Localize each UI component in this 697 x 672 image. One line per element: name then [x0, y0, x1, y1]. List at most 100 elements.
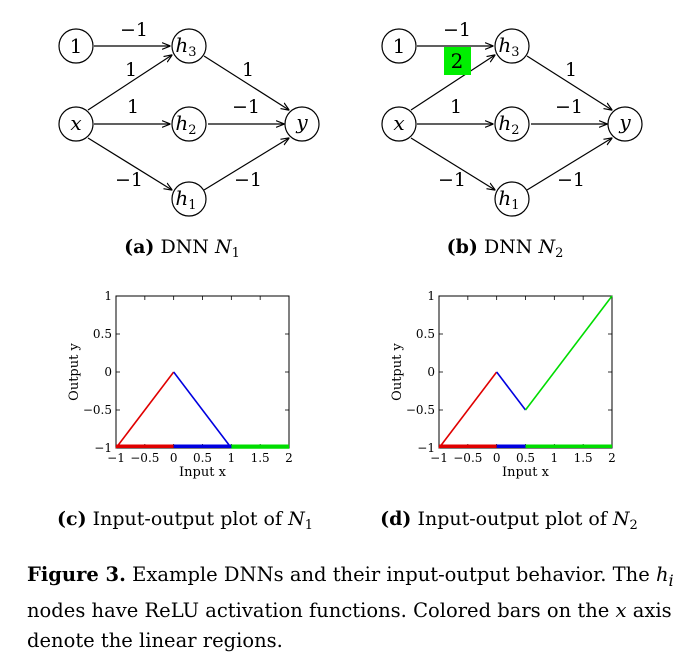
x-axis-label: Input x	[179, 465, 227, 480]
region-bar	[231, 444, 289, 448]
highlight-weight-value: 2	[451, 49, 464, 73]
node-one	[58, 28, 94, 64]
series-line	[496, 371, 527, 411]
weight-x-h2: 1	[127, 96, 139, 118]
node-y	[284, 106, 320, 142]
x-axis-label: Input x	[502, 465, 550, 480]
caption-sub-i: i	[668, 570, 674, 590]
edge-h3-y	[203, 55, 289, 110]
y-tick-label: −1	[417, 441, 435, 455]
weight-h2-y: −1	[232, 96, 260, 118]
region-bar	[116, 444, 174, 448]
x-tick-label: 2	[608, 451, 616, 465]
plot-frame	[115, 295, 290, 449]
x-tick-label: 1.5	[251, 451, 270, 465]
weight-h2-y: −1	[555, 96, 583, 118]
y-axis-label: Output y	[390, 343, 405, 401]
y-tick-label: −1	[94, 441, 112, 455]
weight-x-h1: −1	[115, 169, 143, 191]
node-x	[58, 106, 94, 142]
node-one-label: 1	[70, 34, 83, 58]
edge-x-h1	[87, 137, 172, 190]
node-h3-label: h3	[498, 33, 519, 60]
caption-var-h: h	[655, 563, 669, 586]
node-y-label: y	[618, 110, 631, 134]
x-tick-label: −1	[107, 451, 125, 465]
network-a: 1 x h3 h2 h1 y −1 1 1 −1 1 −1 −1 (a) DNN…	[58, 19, 320, 261]
node-x	[381, 106, 417, 142]
region-bar	[496, 444, 526, 448]
x-tick-label: 0.5	[193, 451, 212, 465]
y-tick-label: 0.5	[93, 327, 112, 341]
edge-h3-y	[526, 55, 612, 110]
caption-text-1: Example DNNs and their input-output beha…	[125, 563, 656, 586]
node-h1	[171, 181, 207, 217]
weight-h3-y: 1	[242, 59, 254, 81]
series-line	[438, 371, 498, 449]
region-bar	[173, 444, 232, 448]
series-line	[173, 371, 232, 449]
x-tick-label: 1	[551, 451, 559, 465]
node-h3-label: h3	[175, 33, 196, 60]
caption-text-2: nodes have ReLU activation functions. Co…	[27, 598, 616, 622]
node-h3	[494, 28, 530, 64]
weight-h1-y: −1	[557, 169, 585, 191]
subcaption-b: (b) DNN N2	[447, 236, 564, 261]
x-tick-label: −1	[430, 451, 448, 465]
edge-x-h3	[410, 55, 495, 111]
figure-caption: Figure 3. Example DNNs and their input-o…	[27, 560, 677, 656]
weight-x-h3: 1	[125, 59, 137, 81]
node-h2	[171, 106, 207, 142]
edge-h1-y	[526, 138, 612, 191]
region-bar	[525, 444, 612, 448]
y-tick-label: −0.5	[83, 403, 112, 417]
x-tick-label: 1.5	[574, 451, 593, 465]
node-h2	[494, 106, 530, 142]
y-axis-label: Output y	[67, 343, 82, 401]
caption-var-x: x	[615, 598, 627, 622]
x-tick-label: 0	[493, 451, 501, 465]
node-one	[381, 28, 417, 64]
weight-h1-y: −1	[234, 169, 262, 191]
plot-frame	[438, 295, 613, 449]
y-tick-label: 0	[104, 365, 112, 379]
subcaption-a: (a) DNN N1	[124, 236, 240, 261]
weight-one-h3: −1	[443, 19, 471, 41]
x-tick-label: −0.5	[130, 451, 159, 465]
node-one-label: 1	[393, 34, 406, 58]
weight-x-h2: 1	[450, 96, 462, 118]
caption-label: Figure 3.	[27, 563, 126, 586]
x-tick-label: 1	[228, 451, 236, 465]
weight-one-h3: −1	[120, 19, 148, 41]
edge-x-h1	[410, 137, 495, 190]
x-tick-label: 0	[170, 451, 178, 465]
node-h3	[171, 28, 207, 64]
highlight-weight-box	[444, 47, 471, 75]
region-bar	[439, 444, 497, 448]
node-y	[607, 106, 643, 142]
edge-h1-y	[203, 138, 289, 191]
node-x-label: x	[393, 111, 404, 135]
node-h1	[494, 181, 530, 217]
y-tick-label: 0	[427, 365, 435, 379]
node-y-label: y	[295, 110, 308, 134]
y-tick-label: 1	[104, 289, 112, 303]
y-tick-label: 0.5	[416, 327, 435, 341]
node-x-label: x	[70, 111, 81, 135]
subcaption-c: (c) Input-output plot of N1	[57, 508, 313, 533]
edge-x-h3	[87, 55, 172, 111]
x-tick-label: 2	[285, 451, 293, 465]
weight-x-h1: −1	[438, 169, 466, 191]
subcaption-d: (d) Input-output plot of N2	[380, 508, 638, 533]
x-tick-label: 0.5	[516, 451, 535, 465]
series-line	[524, 295, 613, 411]
node-h2-label: h2	[175, 111, 196, 138]
weight-h3-y: 1	[565, 59, 577, 81]
series-line	[115, 371, 175, 449]
node-h1-label: h1	[175, 186, 196, 213]
x-tick-label: −0.5	[453, 451, 482, 465]
y-tick-label: 1	[427, 289, 435, 303]
node-h1-label: h1	[498, 186, 519, 213]
